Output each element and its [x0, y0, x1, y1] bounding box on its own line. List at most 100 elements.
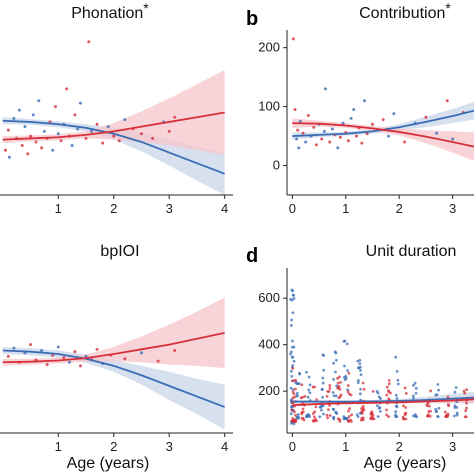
- panel-d-strip-0-point-21: [290, 422, 293, 425]
- panel-d-strip-4-point-2: [308, 383, 312, 387]
- panel-b-y-tick-label-2: 200: [258, 40, 280, 55]
- panel-c-x-axis-label: Age (years): [67, 455, 150, 472]
- panel-d-strip-6-point-4: [321, 376, 325, 380]
- panel-a-point-10: [31, 113, 35, 117]
- panel-d-strip-18-point-6: [404, 417, 408, 421]
- panel-a-point-22: [65, 87, 69, 91]
- panel-c-point-9: [56, 345, 60, 349]
- panel-d-strip-1-point-16: [291, 379, 295, 383]
- panel-b-point-38: [424, 115, 428, 119]
- panel-d-strip-19-point-6: [414, 391, 418, 395]
- panel-d-strip-7-point-7: [328, 403, 331, 407]
- panel-d-strip-5-point-4: [315, 398, 319, 401]
- panel-d-strip-6-point-3: [322, 412, 325, 416]
- panel-d-strip-0-point-6: [289, 324, 293, 327]
- panel-a-point-31: [95, 122, 99, 126]
- panel-a-fit-line-0: [2, 119, 226, 175]
- panel-b-point-14: [322, 129, 326, 133]
- panel-c-point-19: [123, 357, 127, 361]
- panel-d-fit-line-0: [292, 396, 474, 403]
- panel-d-strip-1-point-4: [291, 366, 295, 370]
- panel-d-strip-18-point-4: [403, 413, 407, 417]
- panel-d-x-tick-label-3: 3: [449, 439, 456, 454]
- panel-a-point-3: [12, 116, 16, 120]
- panel-d-strip-12-point-11: [358, 362, 362, 366]
- panel-d-strip-1-point-14: [292, 392, 296, 396]
- panel-d-strip-9-point-15: [336, 381, 340, 385]
- panel-d-strip-18-point-1: [404, 391, 408, 395]
- panel-d-strip-6-point-8: [319, 408, 323, 412]
- panel-b-point-10: [312, 125, 316, 129]
- panel-a-point-9: [29, 134, 33, 138]
- panel-d-strip-3-point-4: [303, 395, 307, 398]
- panel-b: b Contribution* 0 1 2 3 0 100 200: [246, 0, 474, 216]
- panel-c-x-tick-label-0: 1: [55, 439, 62, 454]
- panel-d-strip-12-point-9: [357, 378, 360, 382]
- panel-d-strip-6-point-11: [320, 387, 324, 391]
- panel-d-strip-19-point-7: [411, 394, 415, 398]
- panel-d-strip-12-point-7: [359, 373, 363, 377]
- panel-c-point-1: [12, 346, 16, 350]
- panel-b-point-0: [291, 37, 295, 41]
- panel-c-fit-line-0: [2, 349, 226, 408]
- panel-a-point-27: [78, 101, 82, 105]
- panel-a-point-5: [17, 108, 21, 112]
- panel-d-strip-11-point-10: [350, 413, 354, 417]
- panel-d-strip-23-point-4: [455, 405, 459, 409]
- panel-d-strip-23-point-8: [455, 413, 459, 417]
- panel-a-point-0: [4, 148, 8, 152]
- panel-d-strip-20-point-3: [429, 389, 432, 393]
- panel-d-strip-17-point-10: [394, 410, 398, 414]
- panel-d-strip-23-point-3: [453, 404, 457, 408]
- panel-d-strip-21-point-8: [434, 393, 438, 397]
- panel-d-strip-12-point-17: [359, 387, 362, 391]
- panel-d-strip-3-point-6: [300, 412, 304, 416]
- panel-d-strip-16-point-12: [387, 397, 391, 401]
- panel-d-strip-15-point-3: [375, 404, 379, 408]
- panel-d-strip-9-point-12: [337, 385, 341, 388]
- panel-d-strip-4-point-5: [307, 388, 311, 392]
- panel-d-strip-14-point-1: [371, 389, 375, 393]
- panel-d-strip-0-point-37: [289, 350, 293, 354]
- panel-d-strip-7-point-8: [327, 408, 330, 412]
- panel-c-point-10: [62, 356, 66, 360]
- panel-d-strip-20-point-11: [425, 414, 429, 418]
- panel-a-point-26: [76, 127, 80, 131]
- panel-d-strip-4-point-13: [306, 413, 310, 416]
- panel-c-point-4: [29, 343, 33, 347]
- panel-d-strip-13-point-0: [362, 387, 366, 391]
- panel-c: bpIOI Age (years) 1 2 3 4: [0, 243, 233, 472]
- panel-b-plot-area: [291, 37, 474, 161]
- panel-d-strip-5-point-11: [311, 385, 315, 389]
- panel-c-point-22: [173, 349, 177, 352]
- panel-a-point-32: [101, 141, 105, 145]
- panel-c-x-tick-label-1: 2: [110, 439, 117, 454]
- panel-d-strip-0-point-4: [291, 339, 294, 343]
- panel-d-fit-line-1: [292, 398, 474, 407]
- panel-b-title: Contribution*: [359, 0, 451, 22]
- panel-c-point-16: [95, 347, 99, 351]
- panel-d-strip-6-point-13: [322, 368, 326, 372]
- panel-d-strip-12-point-16: [358, 392, 362, 396]
- panel-a-point-25: [73, 113, 77, 117]
- panel-d-strip-2-point-4: [295, 391, 299, 395]
- panel-d-strip-22-point-3: [443, 410, 447, 414]
- panel-b-point-7: [304, 140, 308, 144]
- panel-d-strip-0-point-12: [291, 293, 295, 297]
- panel-d-strip-15-point-2: [378, 409, 382, 413]
- panel-d-strip-9-point-8: [337, 396, 341, 400]
- panel-b-point-20: [338, 135, 342, 139]
- panel-d-strip-15-point-7: [375, 390, 379, 393]
- panel-d-x-tick-label-0: 0: [289, 439, 296, 454]
- panel-d-title: Unit duration: [366, 243, 457, 260]
- panel-d-strip-16-point-3: [387, 382, 391, 386]
- panel-b-point-28: [360, 141, 364, 145]
- panel-b-point-1: [293, 108, 297, 112]
- panel-d-strip-17-point-2: [396, 382, 400, 386]
- panel-b-x-tick-label-3: 3: [449, 201, 456, 216]
- panel-a-point-29: [87, 40, 91, 44]
- panel-d-strip-12-point-12: [357, 366, 361, 370]
- panel-d-strip-10-point-16: [346, 369, 350, 372]
- panel-d-plot-area: [289, 288, 474, 426]
- panel-b-point-23: [346, 139, 350, 143]
